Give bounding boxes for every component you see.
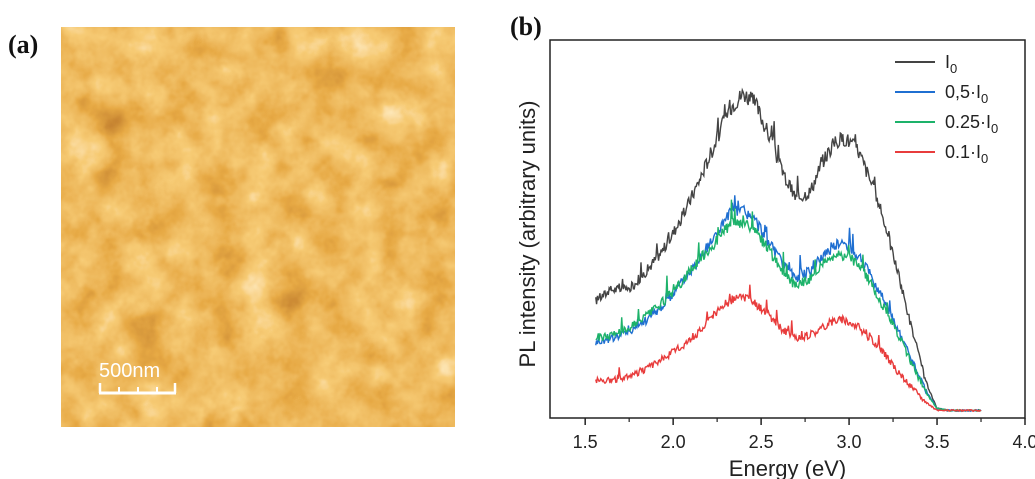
afm-texture (61, 27, 455, 427)
x-axis-label: Energy (eV) (729, 456, 846, 479)
panel-label-b: (b) (510, 12, 542, 41)
x-tick-label: 1.5 (573, 432, 598, 452)
x-tick-label: 2.0 (661, 432, 686, 452)
x-tick-label: 3.0 (837, 432, 862, 452)
series-line-2 (595, 195, 982, 413)
legend-entry: I0 (945, 52, 957, 76)
x-tick-label: 2.5 (749, 432, 774, 452)
series-line-4 (595, 284, 982, 413)
plot-frame (549, 39, 1026, 419)
legend-entry: 0.1·I0 (945, 142, 988, 166)
legend: I0 0,5·I0 0.25·I0 0.1·I0 (895, 52, 998, 166)
pl-spectrum-chart: 1.5 2.0 2.5 3.0 3.5 4.0 Energy (eV) PL intens… (515, 39, 1035, 479)
x-tick-label: 3.5 (925, 432, 950, 452)
panel-label-a: (a) (8, 30, 39, 59)
x-tick-label: 4.0 (1012, 432, 1035, 452)
scale-bar: 500nm (98, 360, 177, 395)
legend-entry: 0.25·I0 (945, 112, 998, 136)
series-line-1 (595, 87, 982, 413)
y-axis-label: PL intensity (arbitrary units) (515, 101, 540, 368)
afm-topography-image: 500nm (61, 27, 455, 427)
legend-entry: 0,5·I0 (945, 82, 988, 106)
series-line-3 (595, 199, 982, 412)
scale-bar-label: 500nm (99, 360, 160, 382)
x-ticks: 1.5 2.0 2.5 3.0 3.5 4.0 (573, 418, 1035, 452)
series-layer (595, 87, 982, 413)
